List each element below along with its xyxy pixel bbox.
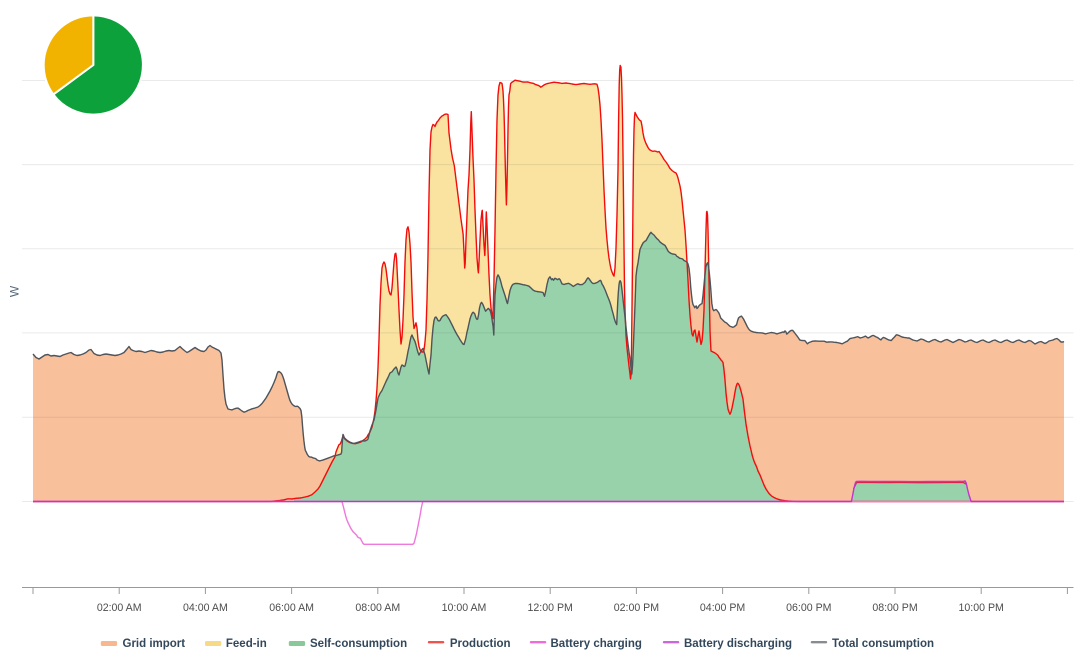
svg-text:Battery charging: Battery charging <box>551 638 642 650</box>
svg-text:Grid import: Grid import <box>123 638 186 650</box>
svg-text:10:00 PM: 10:00 PM <box>959 602 1004 614</box>
svg-text:06:00 AM: 06:00 AM <box>269 602 314 614</box>
svg-text:08:00 AM: 08:00 AM <box>355 602 400 614</box>
svg-text:04:00 PM: 04:00 PM <box>700 602 745 614</box>
svg-text:W: W <box>8 285 22 297</box>
svg-text:02:00 AM: 02:00 AM <box>97 602 142 614</box>
svg-text:06:00 PM: 06:00 PM <box>786 602 831 614</box>
svg-text:Feed-in: Feed-in <box>226 638 267 650</box>
svg-text:Total consumption: Total consumption <box>832 638 934 650</box>
svg-text:04:00 AM: 04:00 AM <box>183 602 228 614</box>
svg-text:12:00 PM: 12:00 PM <box>528 602 573 614</box>
svg-text:10:00 AM: 10:00 AM <box>442 602 487 614</box>
svg-text:02:00 PM: 02:00 PM <box>614 602 659 614</box>
svg-text:08:00 PM: 08:00 PM <box>872 602 917 614</box>
svg-text:Self-consumption: Self-consumption <box>310 638 407 650</box>
svg-text:Production: Production <box>450 638 511 650</box>
svg-text:Battery discharging: Battery discharging <box>684 638 792 650</box>
